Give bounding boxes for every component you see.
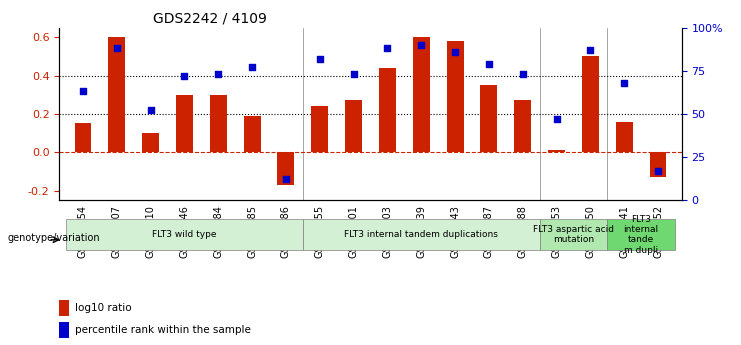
Bar	[582, 56, 599, 152]
Point	[179, 73, 190, 79]
Point	[516, 71, 528, 77]
Bar	[311, 106, 328, 152]
Bar	[244, 116, 261, 152]
Bar	[345, 100, 362, 152]
Point	[213, 71, 225, 77]
Bar	[277, 152, 294, 185]
Point	[77, 89, 89, 94]
Point	[111, 46, 123, 51]
Point	[382, 46, 393, 51]
Point	[551, 116, 562, 122]
Bar	[379, 68, 396, 152]
Text: log10 ratio: log10 ratio	[75, 303, 131, 313]
Point	[314, 56, 326, 61]
Bar	[108, 37, 125, 152]
Bar	[480, 85, 497, 152]
FancyBboxPatch shape	[66, 219, 303, 250]
Bar	[59, 322, 69, 338]
Point	[483, 61, 495, 67]
Bar	[413, 37, 430, 152]
Text: FLT3 internal tandem duplications: FLT3 internal tandem duplications	[345, 230, 498, 239]
Point	[618, 80, 630, 86]
Point	[246, 65, 258, 70]
Text: genotype/variation: genotype/variation	[7, 233, 100, 243]
Point	[415, 42, 427, 48]
Bar	[75, 124, 91, 152]
Bar	[142, 133, 159, 152]
Point	[348, 71, 359, 77]
Point	[449, 49, 461, 55]
Bar	[514, 100, 531, 152]
Bar	[176, 95, 193, 152]
Text: FLT3 aspartic acid
mutation: FLT3 aspartic acid mutation	[533, 225, 614, 244]
Point	[585, 47, 597, 53]
Bar	[59, 300, 69, 316]
Bar	[548, 150, 565, 152]
Bar	[447, 41, 464, 152]
Bar	[650, 152, 666, 177]
FancyBboxPatch shape	[539, 219, 608, 250]
FancyBboxPatch shape	[608, 219, 675, 250]
Bar	[210, 95, 227, 152]
Point	[144, 108, 156, 113]
Bar	[616, 121, 633, 152]
Text: GDS2242 / 4109: GDS2242 / 4109	[153, 11, 267, 25]
Text: FLT3
internal
tande
m dupli: FLT3 internal tande m dupli	[624, 215, 659, 255]
Point	[280, 177, 292, 182]
Point	[652, 168, 664, 174]
Text: FLT3 wild type: FLT3 wild type	[152, 230, 216, 239]
Text: percentile rank within the sample: percentile rank within the sample	[75, 325, 250, 335]
FancyBboxPatch shape	[303, 219, 539, 250]
